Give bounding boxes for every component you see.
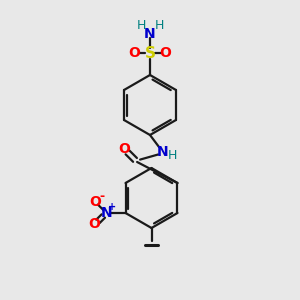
Text: O: O: [128, 46, 140, 60]
Text: O: O: [88, 218, 100, 231]
Text: H: H: [154, 19, 164, 32]
Text: O: O: [118, 142, 130, 156]
Text: N: N: [157, 145, 168, 158]
Text: O: O: [160, 46, 172, 60]
Text: O: O: [89, 195, 101, 208]
Text: -: -: [99, 190, 104, 203]
Text: H: H: [136, 19, 146, 32]
Text: +: +: [108, 202, 116, 212]
Text: N: N: [144, 27, 156, 41]
Text: H: H: [167, 148, 177, 162]
Text: N: N: [101, 206, 113, 220]
Text: S: S: [145, 46, 155, 61]
